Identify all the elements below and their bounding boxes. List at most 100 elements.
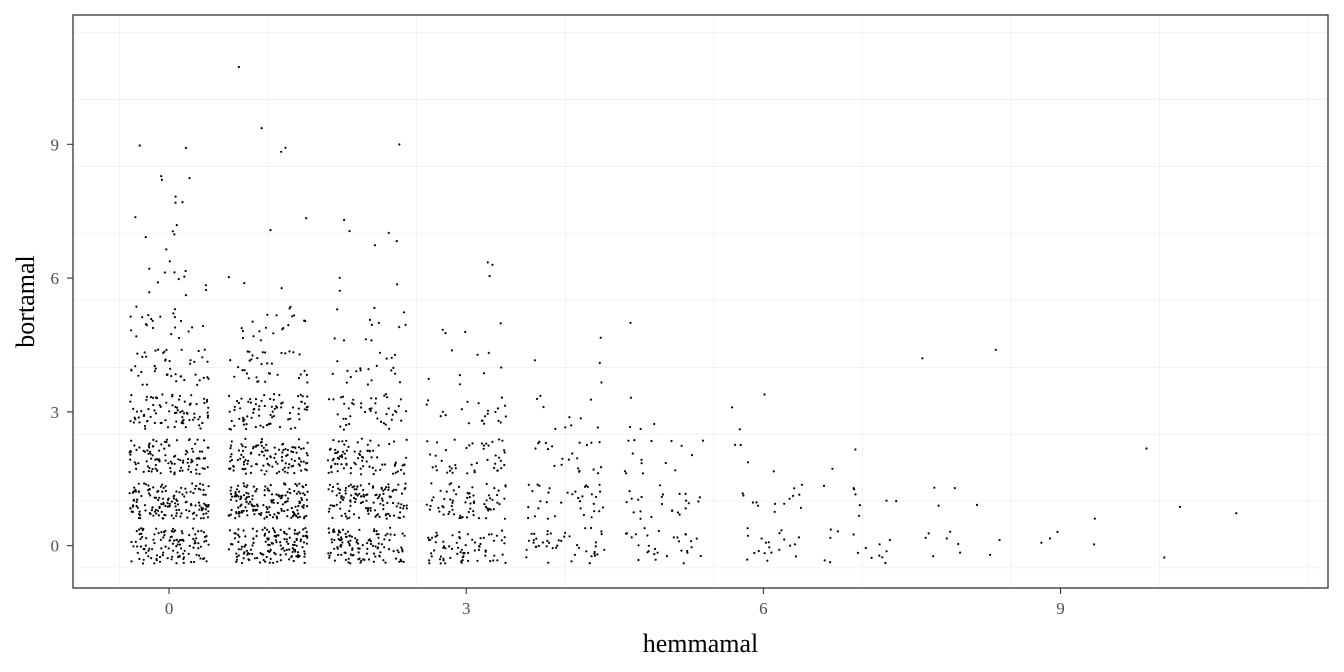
data-point bbox=[763, 552, 766, 555]
data-point bbox=[365, 493, 368, 497]
data-point bbox=[142, 547, 145, 551]
data-point bbox=[854, 448, 857, 451]
data-point bbox=[142, 449, 145, 452]
data-point bbox=[387, 488, 390, 491]
data-point bbox=[441, 328, 444, 331]
data-point bbox=[237, 554, 240, 557]
data-point bbox=[499, 459, 502, 462]
data-point bbox=[381, 463, 384, 466]
data-point bbox=[282, 442, 285, 445]
data-point bbox=[138, 421, 141, 424]
data-point bbox=[450, 504, 453, 508]
data-point bbox=[547, 561, 550, 564]
data-point bbox=[285, 538, 288, 541]
data-point bbox=[302, 447, 305, 450]
data-point bbox=[546, 530, 549, 533]
data-point bbox=[245, 500, 248, 503]
data-point bbox=[627, 439, 630, 442]
data-point bbox=[852, 533, 855, 536]
data-point bbox=[168, 539, 171, 542]
data-point bbox=[264, 380, 267, 383]
data-point bbox=[294, 550, 297, 553]
data-point bbox=[281, 459, 284, 462]
data-point bbox=[334, 452, 337, 455]
data-point bbox=[147, 452, 150, 455]
data-point bbox=[449, 498, 452, 501]
data-point bbox=[367, 512, 370, 515]
data-point bbox=[301, 485, 304, 488]
data-point bbox=[132, 545, 135, 548]
data-point bbox=[686, 549, 689, 553]
data-point bbox=[140, 532, 143, 535]
data-point bbox=[198, 450, 201, 453]
data-point bbox=[145, 395, 148, 398]
data-point bbox=[481, 419, 484, 422]
data-point bbox=[392, 550, 395, 553]
data-point bbox=[242, 529, 245, 532]
data-point bbox=[255, 508, 258, 511]
data-point bbox=[338, 289, 341, 292]
data-point bbox=[181, 493, 184, 496]
data-point bbox=[183, 400, 186, 403]
data-point bbox=[192, 450, 195, 453]
data-point bbox=[181, 410, 184, 413]
data-point bbox=[534, 447, 537, 450]
data-point bbox=[367, 368, 370, 371]
data-point bbox=[141, 316, 144, 319]
data-point bbox=[328, 483, 332, 486]
data-point bbox=[229, 513, 232, 516]
data-point bbox=[460, 560, 463, 563]
data-point bbox=[156, 281, 159, 284]
data-point bbox=[237, 449, 240, 452]
data-point bbox=[434, 535, 437, 538]
data-point bbox=[330, 538, 333, 541]
data-point bbox=[398, 143, 401, 146]
data-point bbox=[888, 538, 892, 542]
data-point bbox=[161, 497, 165, 500]
data-point bbox=[157, 458, 161, 461]
data-point bbox=[351, 547, 354, 550]
data-point bbox=[183, 275, 186, 278]
data-point bbox=[361, 544, 364, 547]
data-point bbox=[333, 530, 336, 533]
data-point bbox=[625, 501, 628, 504]
data-point bbox=[300, 469, 303, 472]
data-point bbox=[144, 236, 147, 239]
data-point bbox=[303, 369, 306, 372]
data-point bbox=[259, 552, 262, 555]
data-point bbox=[229, 455, 232, 458]
data-point bbox=[130, 540, 133, 544]
data-point bbox=[531, 489, 534, 493]
data-point bbox=[366, 547, 369, 550]
data-point bbox=[250, 465, 253, 468]
data-point bbox=[284, 462, 287, 465]
data-point bbox=[293, 512, 296, 516]
data-point bbox=[921, 357, 924, 360]
data-point bbox=[479, 542, 482, 546]
data-point bbox=[501, 553, 504, 556]
data-point bbox=[291, 315, 294, 318]
data-point bbox=[252, 537, 255, 540]
data-point bbox=[173, 308, 177, 311]
data-point bbox=[678, 492, 681, 495]
data-point bbox=[288, 411, 291, 415]
data-point bbox=[131, 510, 134, 513]
data-point bbox=[168, 410, 171, 413]
data-point bbox=[265, 555, 268, 559]
data-point bbox=[458, 383, 461, 386]
data-point bbox=[487, 351, 490, 354]
data-point bbox=[276, 501, 279, 505]
data-point bbox=[159, 315, 162, 318]
data-point bbox=[135, 448, 138, 451]
data-point bbox=[659, 484, 662, 487]
data-point bbox=[353, 485, 356, 488]
data-point bbox=[394, 372, 397, 375]
data-point bbox=[229, 489, 232, 492]
data-point bbox=[500, 529, 504, 532]
data-point bbox=[295, 555, 298, 558]
data-point bbox=[548, 487, 551, 490]
data-point bbox=[1048, 537, 1052, 540]
data-point bbox=[303, 552, 306, 556]
data-point bbox=[249, 398, 252, 401]
